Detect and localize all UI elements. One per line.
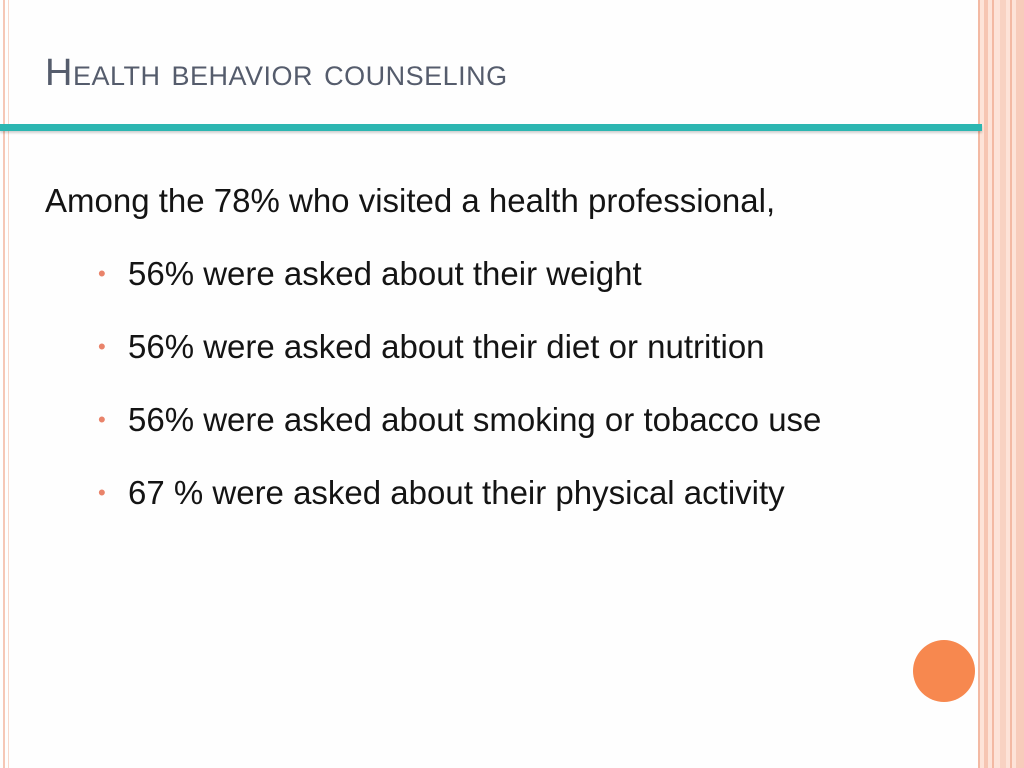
right-stripe	[984, 0, 988, 768]
bullet-text: 56% were asked about smoking or tobacco …	[128, 401, 822, 438]
bullet-marker-icon: •	[98, 480, 106, 505]
orange-circle-decoration	[913, 640, 975, 702]
right-stripe	[1000, 0, 1006, 768]
left-border-line	[8, 0, 9, 768]
bullet-text: 56% were asked about their weight	[128, 255, 642, 292]
left-border-line	[3, 0, 5, 768]
right-stripe	[978, 0, 980, 768]
bullet-marker-icon: •	[98, 407, 106, 432]
bullet-item: • 67 % were asked about their physical a…	[98, 473, 918, 512]
bullet-item: • 56% were asked about their weight	[98, 254, 918, 293]
right-stripe	[992, 0, 994, 768]
bullet-text: 67 % were asked about their physical act…	[128, 474, 785, 511]
bullet-item: • 56% were asked about their diet or nut…	[98, 327, 918, 366]
right-stripe	[1010, 0, 1012, 768]
bullet-marker-icon: •	[98, 334, 106, 359]
title-underline-rule	[0, 124, 982, 131]
bullet-item: • 56% were asked about smoking or tobacc…	[98, 400, 918, 439]
right-stripe	[1016, 0, 1024, 768]
bullet-marker-icon: •	[98, 261, 106, 286]
slide-title: Health behavior counseling	[45, 52, 508, 94]
intro-text: Among the 78% who visited a health profe…	[45, 182, 776, 219]
bullet-list: • 56% were asked about their weight • 56…	[98, 254, 918, 546]
bullet-text: 56% were asked about their diet or nutri…	[128, 328, 765, 365]
